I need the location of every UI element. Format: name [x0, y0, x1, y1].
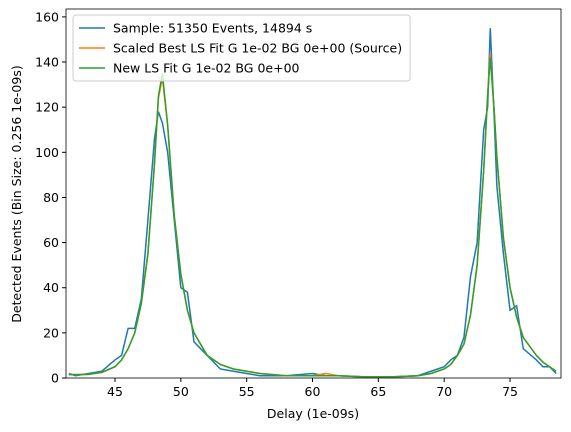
x-axis-label: Delay (1e-09s) — [267, 406, 359, 421]
x-tick-label: 75 — [502, 384, 518, 399]
y-tick-label: 120 — [35, 100, 59, 115]
x-tick-label: 45 — [107, 384, 123, 399]
series-line — [68, 57, 557, 378]
x-tick-label: 65 — [370, 384, 386, 399]
y-tick-label: 20 — [43, 325, 59, 340]
legend-label: Sample: 51350 Events, 14894 s — [113, 21, 312, 36]
plot-frame — [65, 8, 562, 379]
y-tick-label: 80 — [43, 190, 59, 205]
y-tick-label: 160 — [35, 9, 59, 24]
x-tick-label: 60 — [305, 384, 321, 399]
x-tick-label: 55 — [239, 384, 255, 399]
y-tick-label: 40 — [43, 280, 59, 295]
legend-label: New LS Fit G 1e-02 BG 0e+00 — [113, 61, 300, 76]
y-axis-label: Detected Events (Bin Size: 0.256 1e-09s) — [9, 65, 24, 322]
y-tick-label: 60 — [43, 235, 59, 250]
x-tick-label: 70 — [436, 384, 452, 399]
legend-box — [72, 14, 411, 82]
y-tick-label: 140 — [35, 55, 59, 70]
series-line — [68, 52, 557, 378]
y-tick-label: 100 — [35, 145, 59, 160]
y-tick-label: 0 — [51, 371, 59, 386]
legend-label: Scaled Best LS Fit G 1e-02 BG 0e+00 (Sou… — [113, 41, 402, 56]
x-tick-label: 50 — [173, 384, 189, 399]
